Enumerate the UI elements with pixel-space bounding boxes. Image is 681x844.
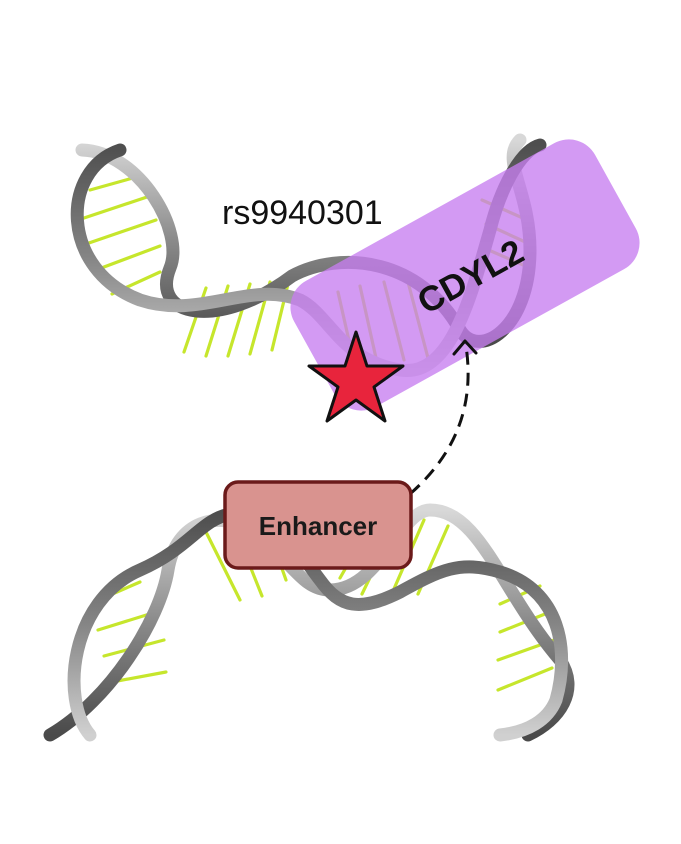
enhancer-box-rect <box>223 480 413 570</box>
regulation-arrow <box>409 339 478 496</box>
gene-box: CDYL2 <box>290 139 640 411</box>
enhancer-box: Enhancer <box>223 480 413 570</box>
lower-front-strand <box>67 506 569 742</box>
enhancer-label: Enhancer <box>259 511 378 541</box>
regulation-arrow-line <box>409 345 470 496</box>
snp-label: rs9940301 <box>222 194 383 232</box>
snp-star-icon <box>307 330 405 423</box>
gene-box-rect <box>290 139 640 411</box>
arrowhead-icon <box>452 339 478 356</box>
